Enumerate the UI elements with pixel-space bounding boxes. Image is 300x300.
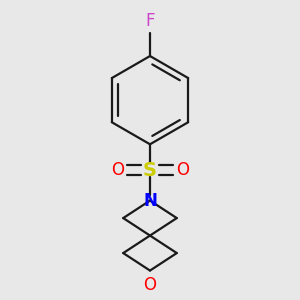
Text: O: O	[176, 161, 189, 179]
Text: S: S	[143, 160, 157, 180]
Text: F: F	[145, 12, 155, 30]
Text: O: O	[143, 276, 157, 294]
Text: N: N	[143, 192, 157, 210]
Text: O: O	[111, 161, 124, 179]
